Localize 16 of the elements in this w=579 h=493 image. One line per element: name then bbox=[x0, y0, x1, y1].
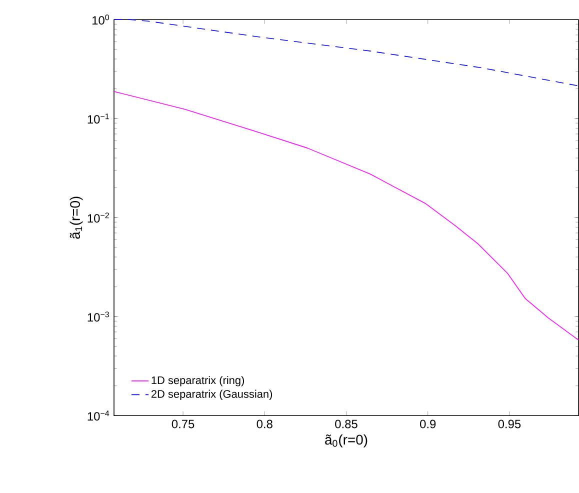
x-tick-label: 0.8 bbox=[256, 420, 272, 428]
y-tick-label: 10$^{−1}$ bbox=[88, 114, 109, 124]
y-tick-label: 10$^{−2}$ bbox=[88, 212, 109, 223]
x-tick-label: 0.95 bbox=[498, 420, 521, 428]
line-series bbox=[114, 91, 579, 340]
y-tick-label: 10$^{0}$ bbox=[92, 14, 110, 25]
y-tick-label: 10$^{−3}$ bbox=[88, 312, 109, 322]
y-tick-label: 10$^{−4}$ bbox=[88, 410, 110, 421]
legend-label: 2D separatrix (Gaussian) bbox=[151, 390, 272, 400]
x-axis-title: ã$_{0}$(r=0) bbox=[325, 434, 368, 448]
x-tick-label: 0.9 bbox=[420, 420, 436, 428]
legend-label: 1D separatrix (ring) bbox=[152, 376, 244, 386]
x-tick-label: 0.75 bbox=[172, 420, 194, 428]
y-axis-title: ã$_{1}$(r=0) bbox=[70, 196, 83, 239]
x-tick-label: 0.85 bbox=[335, 420, 358, 428]
line-series bbox=[114, 19, 579, 86]
